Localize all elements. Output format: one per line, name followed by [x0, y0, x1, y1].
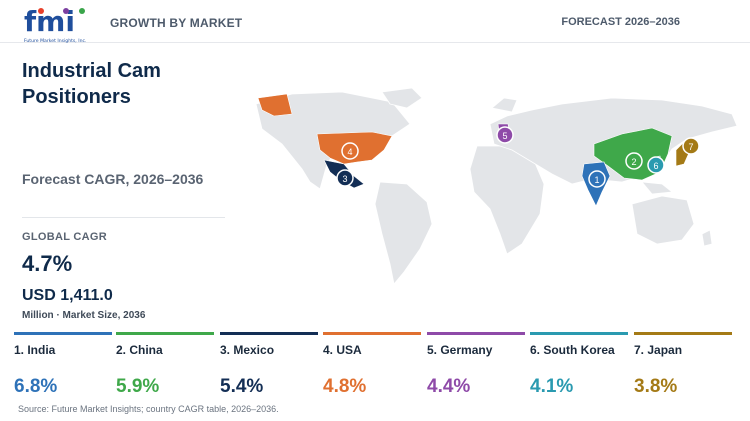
country-cagr: 4.8%: [323, 376, 367, 397]
svg-text:6: 6: [653, 161, 658, 171]
marker-6: 6: [647, 156, 665, 174]
country-name: 7. Japan: [634, 343, 683, 357]
card-accent-bar: [220, 332, 318, 335]
section-label: GROWTH BY MARKET: [110, 16, 243, 30]
country-cagr: 3.8%: [634, 376, 678, 397]
country-name: 1. India: [14, 343, 56, 357]
card-accent-bar: [14, 332, 112, 335]
svg-text:7: 7: [688, 142, 693, 152]
market-size-value: USD 1,411.0: [22, 287, 113, 304]
country-card-india[interactable]: 1. India 6.8%: [14, 332, 112, 400]
country-cards: 1. India 6.8% 2. China 5.9% 3. Mexico 5.…: [14, 332, 732, 402]
marker-7: 7: [682, 137, 700, 155]
country-cagr: 5.9%: [116, 376, 160, 397]
card-accent-bar: [116, 332, 214, 335]
map-markers: 4 3 5 2 6 1 7: [336, 126, 700, 188]
svg-text:3: 3: [342, 174, 347, 184]
svg-text:Future Market Insights, Inc.: Future Market Insights, Inc.: [24, 38, 86, 44]
marker-2: 2: [625, 152, 643, 170]
country-card-usa[interactable]: 4. USA 4.8%: [323, 332, 421, 400]
country-card-south-korea[interactable]: 6. South Korea 4.1%: [530, 332, 628, 400]
forecast-label: FORECAST 2026–2036: [561, 16, 680, 28]
header-bar: fmi Future Market Insights, Inc. GROWTH …: [0, 0, 750, 46]
divider: [22, 217, 225, 218]
svg-text:2: 2: [631, 157, 636, 167]
card-accent-bar: [530, 332, 628, 335]
source-note: Source: Future Market Insights; country …: [18, 404, 279, 414]
country-card-japan[interactable]: 7. Japan 3.8%: [634, 332, 732, 400]
marker-5: 5: [496, 126, 514, 144]
country-cagr: 4.1%: [530, 376, 574, 397]
marker-1: 1: [588, 170, 606, 188]
global-cagr-value: 4.7%: [22, 251, 73, 276]
svg-text:4: 4: [347, 147, 352, 157]
page-title: Industrial Cam Positioners: [22, 60, 161, 108]
country-cagr: 6.8%: [14, 376, 58, 397]
global-cagr-label: GLOBAL CAGR: [22, 231, 107, 243]
country-name: 3. Mexico: [220, 343, 275, 357]
svg-text:1: 1: [594, 175, 599, 185]
marker-4: 4: [341, 142, 359, 160]
country-name: 6. South Korea: [530, 343, 615, 357]
country-name: 5. Germany: [427, 343, 493, 357]
fmi-logo-icon[interactable]: fmi Future Market Insights, Inc.: [22, 6, 92, 46]
country-name: 4. USA: [323, 343, 362, 357]
country-cagr: 5.4%: [220, 376, 264, 397]
country-cagr: 4.4%: [427, 376, 471, 397]
market-size-caption: Million · Market Size, 2036: [22, 310, 146, 321]
card-accent-bar: [634, 332, 732, 335]
marker-3: 3: [336, 169, 354, 187]
world-map-icon: 4 3 5 2 6 1 7: [255, 87, 738, 285]
country-card-germany[interactable]: 5. Germany 4.4%: [427, 332, 525, 400]
country-card-mexico[interactable]: 3. Mexico 5.4%: [220, 332, 318, 400]
country-name: 2. China: [116, 343, 163, 357]
country-card-china[interactable]: 2. China 5.9%: [116, 332, 214, 400]
card-accent-bar: [427, 332, 525, 335]
usa-alaska: [257, 93, 293, 117]
cagr-period-label: Forecast CAGR, 2026–2036: [22, 171, 204, 187]
svg-text:5: 5: [502, 131, 507, 141]
card-accent-bar: [323, 332, 421, 335]
